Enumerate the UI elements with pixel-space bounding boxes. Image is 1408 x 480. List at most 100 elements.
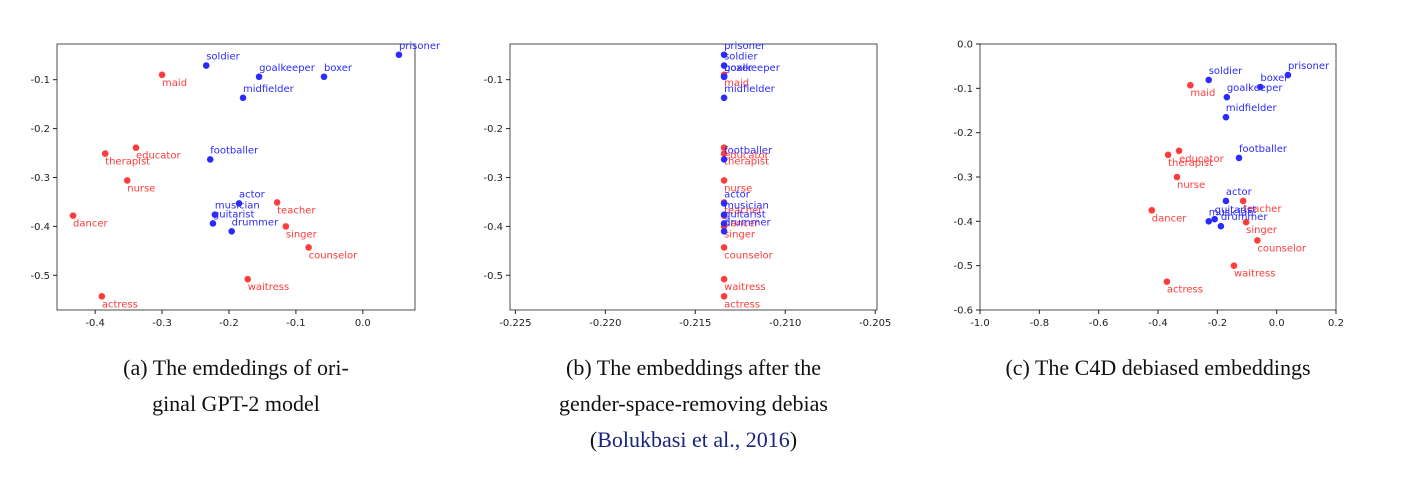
- point: [1163, 278, 1171, 285]
- point: [1211, 215, 1218, 223]
- point-label: nurse: [1177, 180, 1205, 191]
- y-tick-label: -0.2: [483, 124, 503, 135]
- point-label: goalkeeper: [1227, 83, 1284, 94]
- point: [1164, 151, 1172, 159]
- point-label: nurse: [127, 183, 155, 194]
- point-label: midfielder: [724, 84, 776, 95]
- point-label: soldier: [1209, 66, 1243, 77]
- x-tick-label: 0.0: [355, 318, 371, 329]
- point: [720, 144, 728, 151]
- point-label: midfielder: [1226, 103, 1278, 114]
- point-label: footballer: [210, 145, 259, 156]
- x-tick-label: -0.225: [499, 318, 531, 329]
- point-label: dancer: [724, 219, 759, 230]
- point: [395, 51, 403, 59]
- point-label: drummer: [724, 217, 771, 228]
- x-tick-label: -0.4: [85, 318, 105, 329]
- y-tick-label: -0.1: [30, 75, 50, 86]
- point: [228, 227, 235, 235]
- point: [1235, 154, 1243, 162]
- point-label: musician: [724, 201, 769, 212]
- point-label: actor: [724, 189, 751, 200]
- x-tick-label: -0.205: [859, 318, 891, 329]
- x-tick-label: -1.0: [970, 318, 990, 329]
- point: [273, 199, 281, 206]
- point-label: musician: [215, 201, 260, 212]
- point-label: actor: [1226, 187, 1253, 198]
- point-label: maid: [724, 78, 749, 89]
- caption-line: gender-space-removing debias: [559, 391, 828, 416]
- point-label: singer: [1246, 225, 1278, 236]
- point-label: soldier: [724, 52, 758, 63]
- point: [123, 177, 131, 184]
- axes-frame: [509, 43, 878, 311]
- citation[interactable]: Bolukbasi et al., 2016: [597, 427, 790, 452]
- point-label: nurse: [724, 183, 752, 194]
- point-label: teacher: [277, 205, 316, 216]
- point-label: singer: [724, 229, 756, 240]
- point-label: counselor: [1257, 243, 1307, 254]
- y-tick-label: -0.5: [483, 271, 503, 282]
- point-label: singer: [286, 229, 318, 240]
- point-label: drummer: [232, 217, 279, 228]
- point-label: actor: [239, 189, 266, 200]
- point-label: therapist: [105, 157, 150, 168]
- point-label: drummer: [1221, 212, 1268, 223]
- y-tick-label: -0.2: [30, 124, 50, 135]
- point: [1187, 81, 1194, 89]
- point-label: waitress: [724, 282, 765, 293]
- point: [720, 293, 728, 300]
- point: [209, 220, 217, 227]
- point: [101, 150, 109, 157]
- point: [282, 223, 290, 230]
- y-tick-label: -0.1: [483, 75, 503, 86]
- point-label: goalkeeper: [259, 63, 316, 74]
- point: [720, 51, 728, 59]
- point-label: teacher: [724, 205, 763, 216]
- point-label: actress: [724, 299, 760, 310]
- x-tick-label: -0.2: [1208, 318, 1228, 329]
- point-label: waitress: [248, 282, 289, 293]
- x-tick-label: -0.8: [1030, 318, 1050, 329]
- point-label: footballer: [1239, 144, 1288, 155]
- point: [720, 177, 728, 184]
- point-label: soldier: [206, 52, 240, 63]
- caption: (c) The C4D debiased embeddings: [940, 350, 1376, 386]
- axes-frame: [56, 43, 416, 311]
- point-label: counselor: [309, 250, 359, 261]
- point-label: actress: [1167, 285, 1203, 296]
- point-label: dancer: [73, 219, 108, 230]
- point: [1254, 237, 1261, 244]
- point: [1217, 222, 1225, 230]
- x-tick-label: -0.220: [589, 318, 621, 329]
- citation-close: ): [789, 427, 798, 452]
- point-label: musician: [1209, 207, 1254, 218]
- point: [1242, 218, 1250, 226]
- point-label: waitress: [1234, 269, 1275, 280]
- point: [1148, 206, 1156, 214]
- point: [720, 244, 728, 251]
- point: [720, 275, 728, 283]
- point: [1223, 93, 1231, 101]
- caption-line: (Bolukbasi et al., 2016): [470, 422, 917, 458]
- caption-line: (c) The C4D debiased embeddings: [1005, 355, 1311, 380]
- point-label: teacher: [1243, 204, 1282, 215]
- caption-line: (a) The emdedings of ori-: [123, 355, 349, 380]
- citation-open: (: [589, 427, 598, 452]
- point: [1222, 113, 1230, 121]
- x-tick-label: -0.215: [679, 318, 711, 329]
- point-label: maid: [1190, 88, 1215, 99]
- point-label: goalkeeper: [724, 63, 781, 74]
- point: [98, 293, 106, 300]
- point-label: prisoner: [399, 41, 441, 52]
- point: [720, 156, 728, 163]
- point-label: counselor: [724, 250, 774, 261]
- y-tick-label: -0.3: [483, 173, 503, 184]
- point: [720, 200, 728, 207]
- point-label: educator: [724, 151, 770, 162]
- point-label: midfielder: [243, 84, 295, 95]
- point-label: guitarist: [724, 209, 766, 220]
- point: [158, 71, 166, 79]
- y-tick-label: -0.5: [953, 261, 973, 272]
- x-tick-label: -0.3: [152, 318, 172, 329]
